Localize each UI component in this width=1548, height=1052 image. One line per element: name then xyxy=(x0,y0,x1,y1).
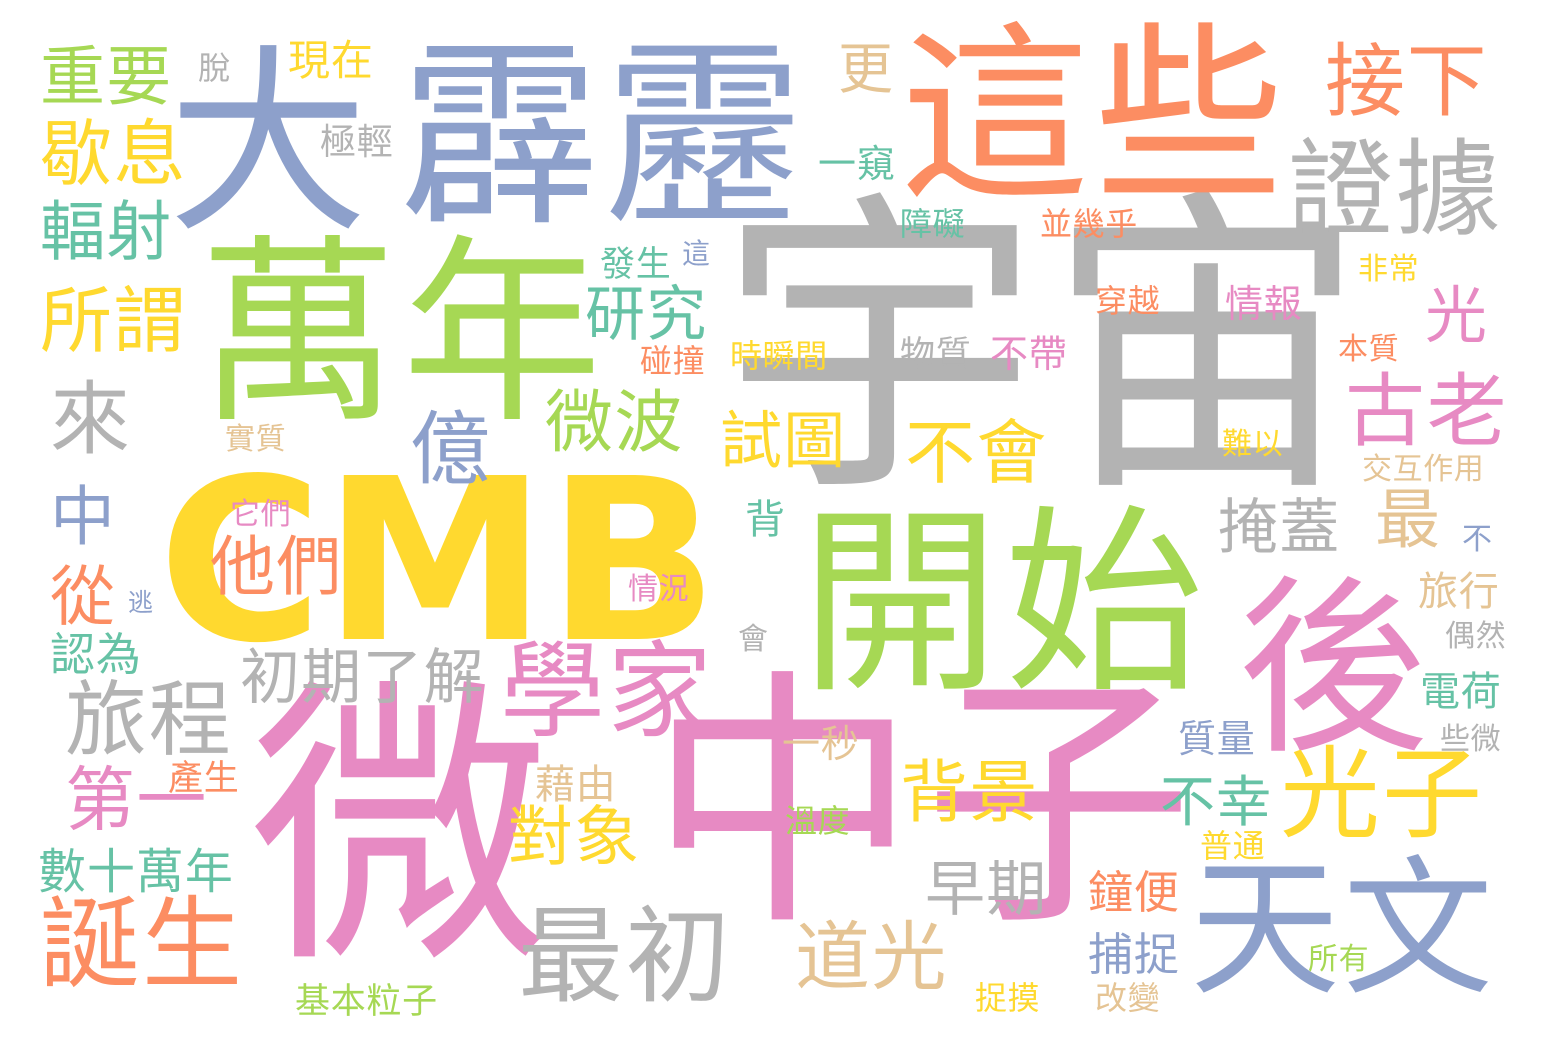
word-xiexi: 歇息 xyxy=(40,112,187,196)
word-kaishi: 開始 xyxy=(800,488,1209,721)
word-zhe: 這 xyxy=(682,237,711,270)
word-benzhi: 本質 xyxy=(1338,332,1400,367)
word-wannian: 萬年 xyxy=(198,218,607,451)
word-fushe: 輻射 xyxy=(40,195,173,270)
word-tamen2: 它們 xyxy=(230,497,292,532)
word-nanyi: 難以 xyxy=(1222,427,1284,462)
word-bei: 背 xyxy=(745,497,786,543)
word-dianhe: 電荷 xyxy=(1420,669,1502,715)
word-pengzhuang: 碰撞 xyxy=(640,342,706,380)
word-zhengju: 證據 xyxy=(1288,129,1503,251)
word-putong: 普通 xyxy=(1200,827,1266,865)
word-zuichu: 最初 xyxy=(518,896,733,1018)
word-jiqing: 極輕 xyxy=(320,122,394,163)
word-wei: 微 xyxy=(250,655,556,1004)
word-zhongyao: 重要 xyxy=(40,40,173,115)
word-xianzai: 現在 xyxy=(288,36,374,85)
word-hou: 後 xyxy=(1238,559,1432,780)
word-tao: 逃 xyxy=(128,588,154,617)
word-zui: 最 xyxy=(1375,483,1442,558)
word-renwei: 認為 xyxy=(50,628,142,681)
word-da: 大 xyxy=(168,28,373,261)
word-ouran: 偶然 xyxy=(1445,619,1507,654)
word-duixiang: 對象 xyxy=(508,800,641,875)
word-daoguang: 道光 xyxy=(795,913,949,1001)
word-jibenlizi: 基本粒子 xyxy=(295,982,438,1022)
word-suowei: 所謂 xyxy=(40,279,187,363)
word-guangzi: 光子 xyxy=(1280,736,1484,853)
word-jieyou: 藉由 xyxy=(535,762,617,808)
word-lvxing: 旅行 xyxy=(1418,569,1500,615)
word-fashengzhe: 發生 xyxy=(600,245,672,285)
word-buxing: 不幸 xyxy=(1160,770,1273,834)
word-feichang: 非常 xyxy=(1358,252,1420,287)
word-suoyou: 所有 xyxy=(1308,942,1370,977)
word-bu: 不 xyxy=(1462,522,1493,557)
word-gaibian: 改變 xyxy=(1095,979,1161,1017)
word-shizhi: 實質 xyxy=(225,422,287,457)
word-budai: 不帶 xyxy=(990,332,1068,376)
word-zhong: 中 xyxy=(50,480,117,555)
word-hui: 會 xyxy=(738,622,769,657)
word-tianwen: 天文 xyxy=(1190,843,1497,1017)
word-xuejia: 學家 xyxy=(500,631,715,753)
word-zhiliang: 質量 xyxy=(1178,717,1256,761)
word-xiewei: 些微 xyxy=(1440,722,1502,757)
word-yanjiu: 研究 xyxy=(585,280,708,350)
word-zhexie: 這些 xyxy=(900,6,1288,227)
word-shitu: 試圖 xyxy=(720,404,847,477)
word-guang: 光 xyxy=(1425,279,1489,352)
word-lai: 來 xyxy=(50,373,132,466)
word-tuo: 脫 xyxy=(198,49,231,87)
word-weibo: 微波 xyxy=(545,384,684,463)
word-jiaohu: 交互作用 xyxy=(1362,452,1485,487)
word-chuqi: 初期了解 xyxy=(240,643,485,713)
word-qingkuang: 情況 xyxy=(628,572,690,607)
word-shushiwannian: 數十萬年 xyxy=(38,844,234,900)
word-pili: 霹靂 xyxy=(400,21,809,254)
word-tamen: 他們 xyxy=(210,530,343,605)
word-yikui: 一窺 xyxy=(818,142,896,186)
word-zhongzi: 中子 xyxy=(648,647,1199,962)
word-yuzhou: 宇宙 xyxy=(720,164,1373,536)
word-zhuomo: 捉摸 xyxy=(975,979,1041,1017)
word-yimiao: 一秒 xyxy=(782,722,860,766)
word-cmb: CMB xyxy=(158,431,719,693)
word-buzhuo: 捕捉 xyxy=(1088,928,1180,981)
word-zhangai: 障礙 xyxy=(900,205,966,243)
word-chanshen: 產生 xyxy=(168,759,240,799)
word-zhongbian: 鐘便 xyxy=(1088,866,1180,919)
word-jiexia: 接下 xyxy=(1325,35,1489,128)
word-zaoqi: 早期 xyxy=(925,855,1048,925)
word-cong: 從 xyxy=(50,560,117,635)
word-shishunjian: 時瞬間 xyxy=(730,337,828,375)
word-yi: 億 xyxy=(410,403,492,496)
word-lvcheng: 旅程 xyxy=(65,673,233,768)
word-yangai: 掩蓋 xyxy=(1218,493,1341,563)
word-diyi: 第一 xyxy=(65,759,208,841)
word-wuzhi: 物質 xyxy=(900,335,972,375)
word-bingjihu: 並幾乎 xyxy=(1040,205,1138,243)
word-gulao: 古老 xyxy=(1345,365,1509,458)
word-geng: 更 xyxy=(838,37,895,101)
word-buhui: 不會 xyxy=(905,412,1048,494)
word-wendu: 溫度 xyxy=(785,802,851,840)
word-qingbao: 情報 xyxy=(1225,282,1303,326)
word-chuanyue: 穿越 xyxy=(1095,282,1161,320)
word-dansheng: 誕生 xyxy=(40,886,244,1003)
word-beijing: 背景 xyxy=(900,754,1039,833)
